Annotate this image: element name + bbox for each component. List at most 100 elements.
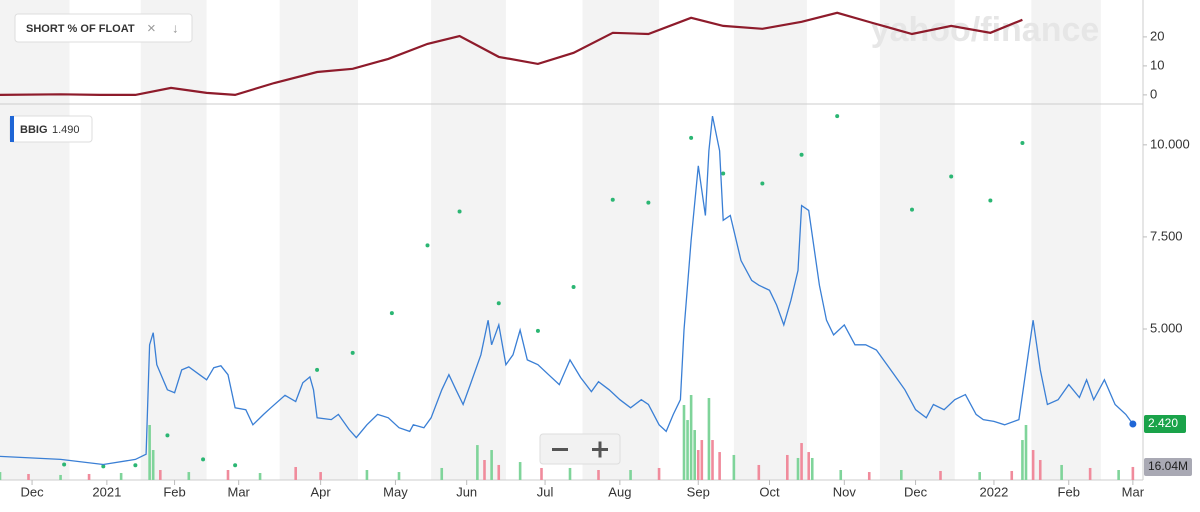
- volume-bar: [87, 473, 91, 480]
- volume-bar: [978, 472, 981, 480]
- event-dot: [535, 328, 540, 333]
- x-tick-label: 2022: [979, 484, 1008, 499]
- last-point: [1129, 420, 1137, 428]
- volume-bar: [700, 440, 704, 480]
- volume-bar: [800, 443, 803, 480]
- volume-bar: [440, 467, 444, 480]
- volume-bar: [696, 450, 700, 480]
- x-tick-label: Feb: [163, 484, 185, 499]
- volume-bar: [1031, 450, 1035, 480]
- volume-bar: [711, 440, 714, 480]
- watermark: yahoo/finance: [871, 11, 1100, 49]
- volume-bar: [258, 473, 262, 480]
- down-icon[interactable]: ↓: [172, 20, 179, 35]
- volume-bar: [1088, 467, 1092, 480]
- volume-bar: [693, 430, 696, 480]
- legend-short[interactable]: SHORT % OF FLOAT × ↓: [14, 13, 193, 43]
- month-band: [582, 0, 660, 480]
- y-tick-label: 20: [1150, 28, 1164, 43]
- volume-bar: [629, 470, 632, 480]
- volume-bar: [689, 395, 693, 480]
- month-band: [1031, 0, 1101, 480]
- y-tick-label: 10.000: [1150, 136, 1190, 151]
- event-dot: [689, 135, 694, 140]
- event-dot: [350, 350, 355, 355]
- x-tick-label: Mar: [227, 484, 250, 499]
- price-label: 2.420: [1148, 416, 1178, 430]
- volume-bar: [27, 473, 30, 480]
- zoom-controls: [539, 433, 621, 465]
- zoom-in[interactable]: [598, 441, 602, 458]
- month-band: [879, 0, 955, 480]
- x-tick-label: Nov: [833, 484, 857, 499]
- volume-bar: [707, 398, 711, 480]
- x-tick-label: Feb: [1058, 484, 1080, 499]
- x-tick-label: Jul: [537, 484, 554, 499]
- volume-bar: [226, 470, 230, 480]
- event-dot: [1020, 140, 1025, 145]
- volume-bar: [810, 457, 814, 480]
- event-dot: [910, 207, 914, 212]
- volume-bar: [497, 464, 501, 480]
- event-dot: [101, 464, 106, 469]
- volume-bar: [1060, 464, 1063, 480]
- event-dot: [457, 209, 462, 214]
- event-dot: [496, 301, 501, 306]
- volume-bar: [807, 452, 810, 480]
- x-tick-label: Oct: [759, 484, 780, 499]
- event-dot: [315, 367, 320, 372]
- event-dot: [233, 463, 238, 468]
- volume-bar: [490, 450, 493, 480]
- x-tick-label: May: [383, 484, 408, 499]
- volume-bar: [939, 470, 942, 480]
- event-dot: [760, 181, 765, 186]
- volume-bar: [786, 454, 789, 480]
- volume-bar: [796, 457, 800, 480]
- event-dot: [721, 171, 726, 176]
- event-dot: [799, 152, 804, 157]
- zoom-out[interactable]: [552, 448, 568, 451]
- volume-bar: [686, 420, 689, 480]
- event-dot: [201, 457, 206, 462]
- legend-swatch: [10, 116, 14, 142]
- volume-bar: [540, 467, 543, 480]
- legend-value: 1.490: [52, 124, 80, 136]
- month-band: [733, 0, 807, 480]
- volume-bar: [597, 470, 600, 480]
- y-tick-label: 0: [1150, 86, 1157, 101]
- volume-bar: [1038, 460, 1042, 480]
- price-label-box: [1144, 415, 1186, 434]
- event-dot: [610, 197, 615, 202]
- legend-price[interactable]: BBIG 1.490: [9, 115, 93, 143]
- volume-bar: [187, 472, 191, 480]
- volume-bar: [476, 445, 479, 480]
- volume-bar: [518, 462, 522, 480]
- volume-bar: [1024, 424, 1028, 480]
- volume-bar: [483, 460, 486, 480]
- volume-bar: [0, 472, 2, 480]
- volume-bar: [151, 450, 155, 480]
- x-tick-label: Aug: [608, 484, 631, 499]
- volume-bar: [568, 467, 572, 480]
- x-tick-label: 2021: [92, 484, 121, 499]
- volume-bar: [59, 474, 62, 480]
- y-tick-label: 5.000: [1150, 320, 1183, 335]
- month-band: [0, 0, 70, 480]
- event-dot: [835, 114, 840, 119]
- event-dot: [62, 462, 67, 467]
- series-line: [0, 11, 1023, 97]
- volume-label: 16.04M: [1148, 459, 1188, 473]
- volume-bar: [839, 470, 843, 480]
- volume-bar: [682, 405, 686, 480]
- month-band: [140, 0, 207, 480]
- volume-bar: [1131, 466, 1135, 480]
- volume-bar: [365, 470, 369, 480]
- x-tick-label: Apr: [311, 484, 332, 499]
- y-tick-label: 7.500: [1150, 228, 1183, 243]
- close-icon[interactable]: ×: [147, 20, 156, 37]
- volume-bar: [657, 467, 661, 480]
- event-dot: [646, 200, 651, 205]
- volume-bar: [732, 454, 736, 480]
- volume-bar: [1117, 470, 1120, 480]
- x-tick-label: Mar: [1122, 484, 1145, 499]
